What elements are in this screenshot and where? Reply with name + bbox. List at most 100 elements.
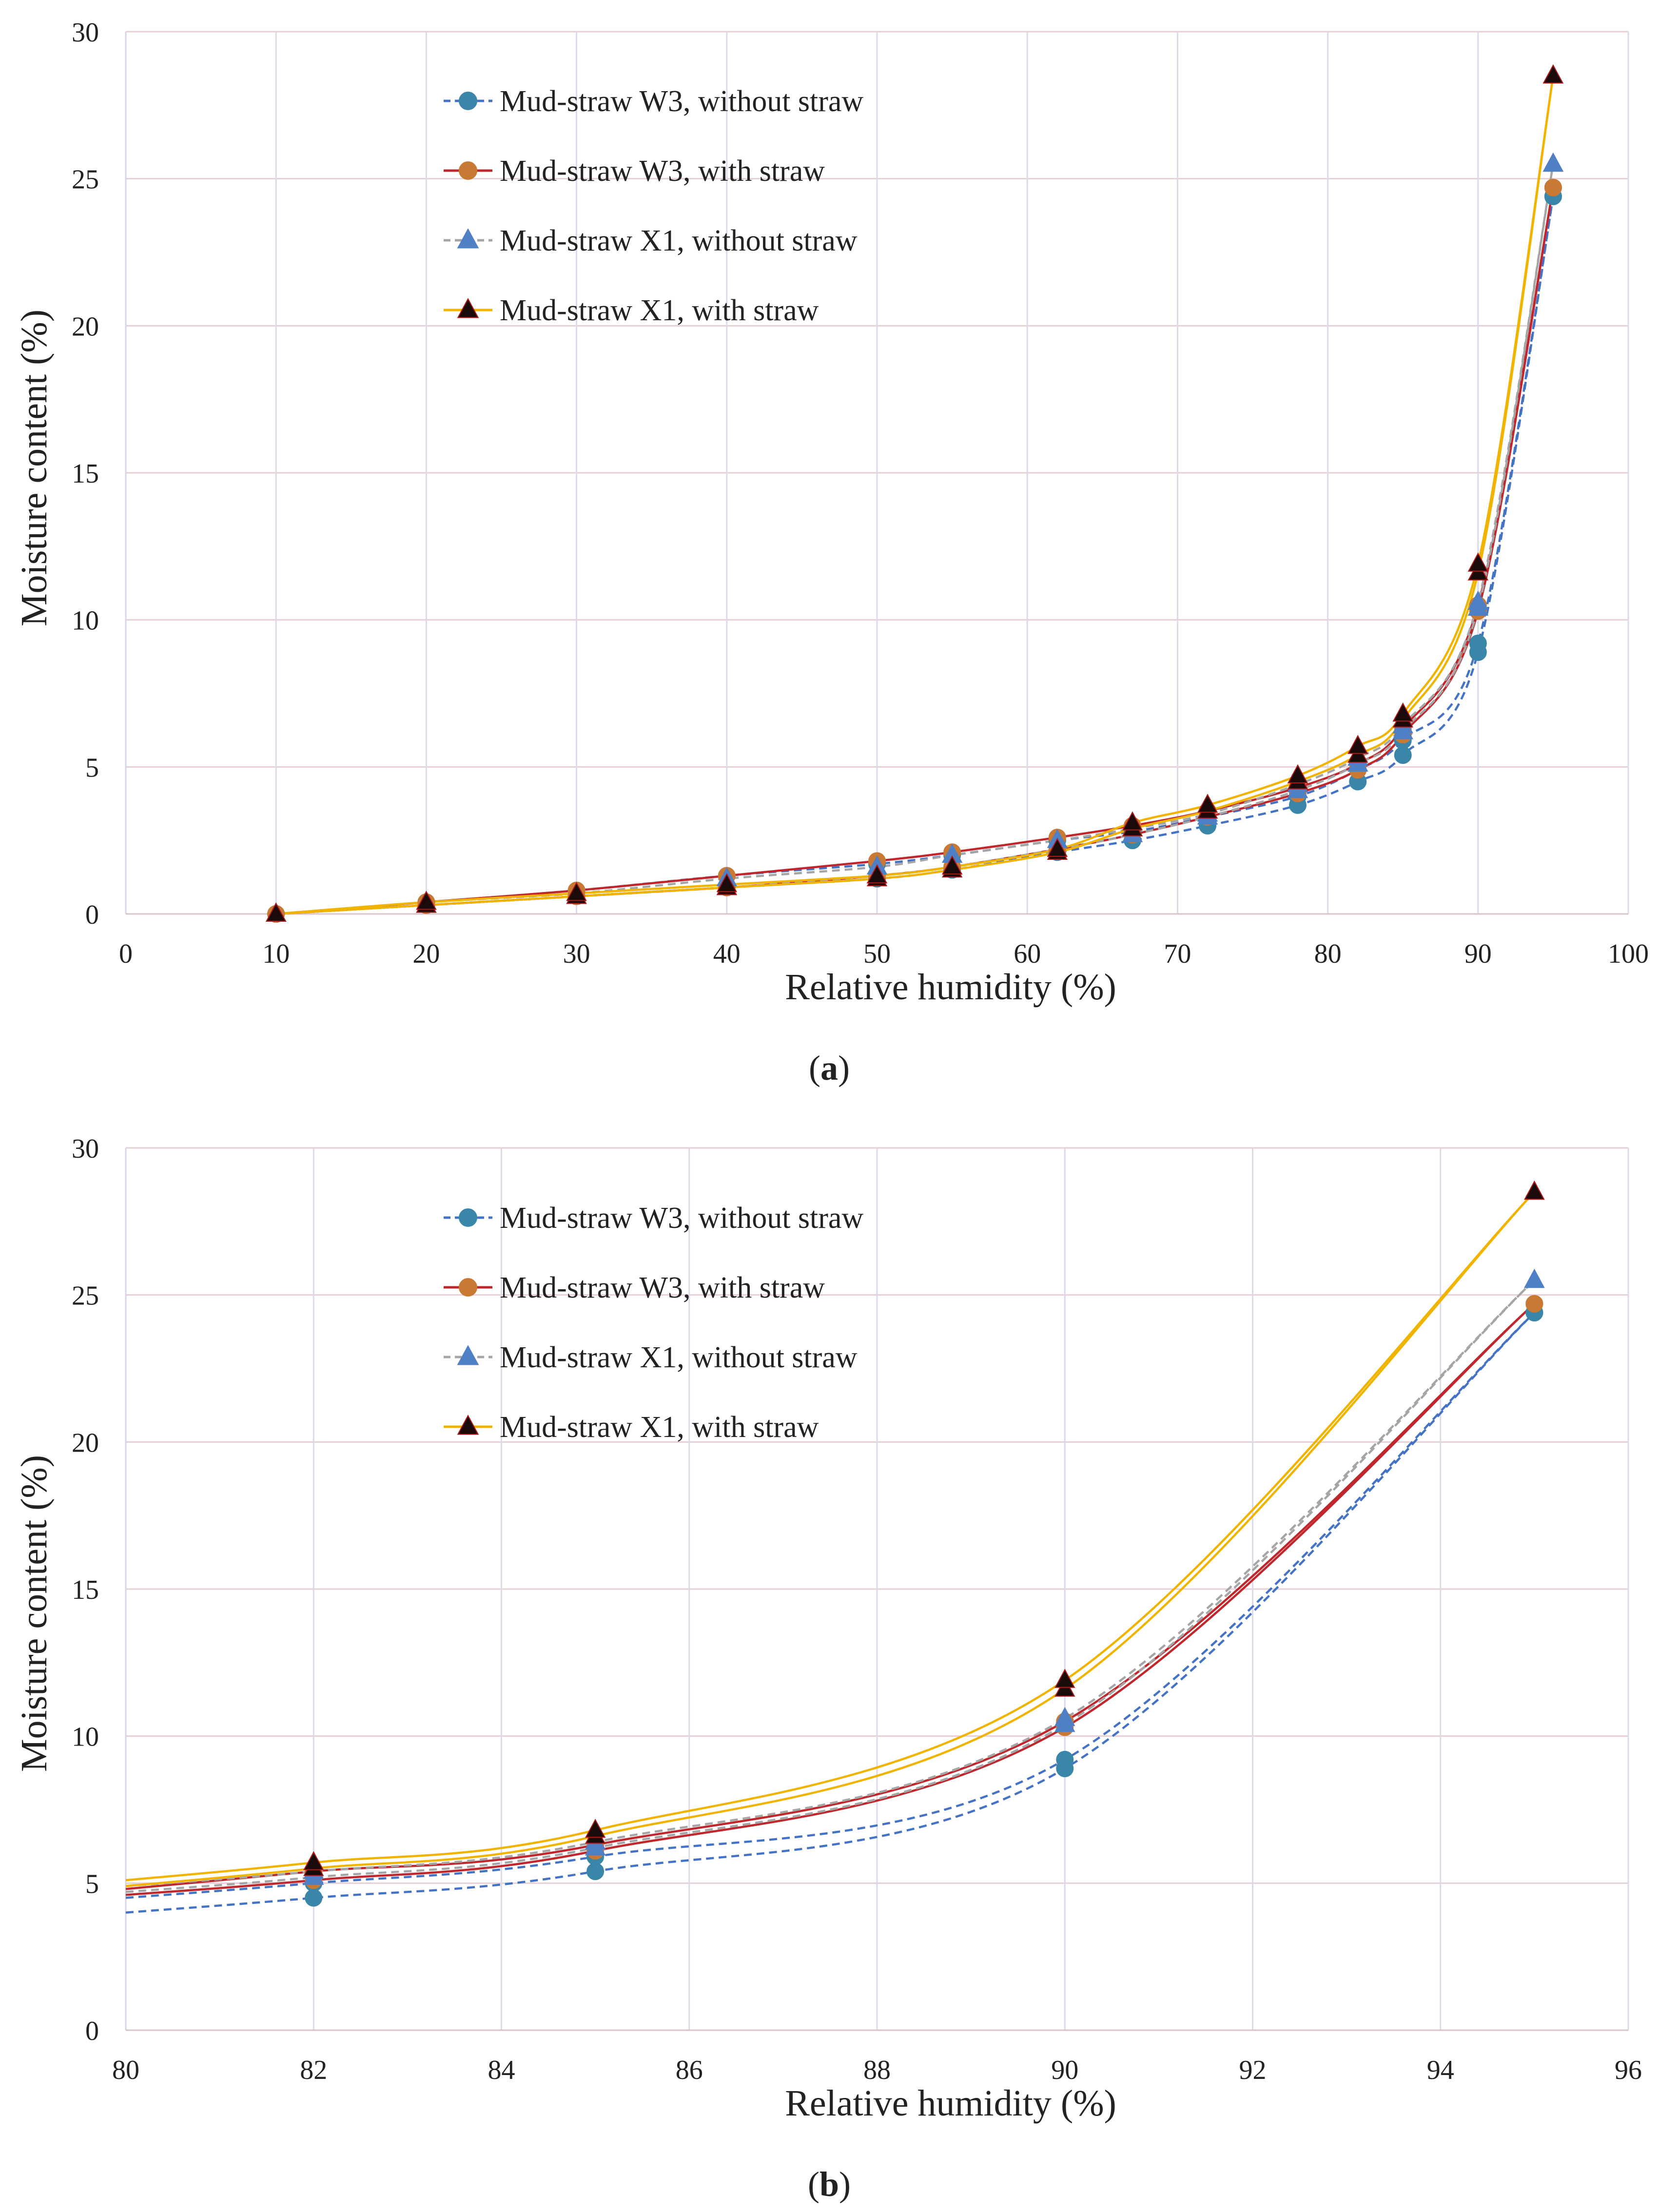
y-tick-label: 30 [72, 18, 99, 48]
series-line [276, 164, 1555, 915]
x-tick-label: 20 [412, 939, 440, 969]
panel-caption: (a) [809, 1048, 850, 1087]
panel-caption: (b) [808, 2165, 851, 2204]
data-point [1469, 634, 1487, 652]
x-tick-label: 60 [1014, 939, 1041, 969]
y-tick-label: 10 [72, 1722, 99, 1752]
data-point [303, 1851, 324, 1870]
legend-label: Mud-straw X1, with straw [500, 1411, 819, 1444]
data-point [416, 891, 437, 910]
data-point [566, 882, 587, 901]
tick-labels: 0 5 10 15 20 25 30 80 82 84 86 88 90 92 94 96 [72, 1134, 1642, 2085]
y-tick-label: 25 [72, 1281, 99, 1311]
legend-item: Mud-straw X1, with straw [444, 1411, 819, 1444]
data-point [1347, 735, 1368, 754]
legend-marker [457, 228, 479, 249]
legend-marker [459, 1208, 477, 1227]
x-tick-label: 80 [112, 2055, 139, 2085]
legend-label: Mud-straw X1, without straw [500, 1341, 858, 1374]
data-point [1542, 64, 1564, 84]
y-axis-label: Moisture content (%) [14, 310, 55, 626]
data-point [266, 902, 287, 922]
chart-panel-b: 0 5 10 15 20 25 30 80 82 84 86 88 90 92 94 96 Relative … [14, 1134, 1642, 2204]
legend: Mud-straw W3, without straw Mud-straw W3,… [444, 1202, 863, 1444]
x-tick-label: 92 [1239, 2055, 1267, 2085]
data-point [1467, 590, 1489, 610]
legend-marker [459, 1278, 477, 1297]
y-tick-label: 25 [72, 165, 99, 195]
legend-item: Mud-straw X1, with straw [444, 294, 819, 327]
x-axis-label: Relative humidity (%) [785, 2083, 1116, 2124]
data-point [866, 864, 888, 884]
data-point [1467, 552, 1489, 572]
legend-marker [459, 92, 477, 110]
y-tick-label: 0 [85, 2016, 99, 2046]
data-point [1544, 178, 1562, 196]
series-4-markers [266, 64, 1564, 922]
axes [125, 32, 1628, 915]
y-tick-label: 15 [72, 459, 99, 489]
legend-label: Mud-straw W3, without straw [500, 1202, 863, 1235]
y-tick-label: 5 [85, 753, 99, 783]
series-line [276, 196, 1555, 915]
y-tick-label: 10 [72, 606, 99, 636]
axes [125, 1148, 1628, 2031]
y-tick-label: 30 [72, 1134, 99, 1164]
x-tick-label: 30 [563, 939, 590, 969]
data-point [1056, 1750, 1074, 1768]
y-tick-label: 15 [72, 1575, 99, 1605]
series-4-markers [303, 1180, 1545, 1876]
x-axis-label: Relative humidity (%) [785, 967, 1116, 1008]
data-point [1394, 746, 1412, 764]
x-tick-label: 10 [262, 939, 290, 969]
data-point [1197, 794, 1218, 813]
legend-marker [457, 1415, 479, 1435]
x-tick-label: 96 [1615, 2055, 1642, 2085]
panel-label: b [820, 2165, 839, 2204]
legend-item: Mud-straw X1, without straw [444, 224, 858, 257]
data-point [1542, 152, 1564, 172]
x-tick-label: 94 [1427, 2055, 1454, 2085]
legend-marker [457, 1345, 479, 1365]
legend-item: Mud-straw W3, without straw [444, 85, 863, 118]
data-point [1054, 1669, 1075, 1688]
data-point [1524, 1180, 1545, 1200]
legend-marker [459, 161, 477, 180]
chart-panel-a: 0 5 10 15 20 25 30 0 10 20 30 40 50 60 70 80 90 100 Relat… [14, 18, 1649, 1087]
data-point [941, 855, 963, 875]
data-point [1054, 1707, 1075, 1727]
x-tick-label: 90 [1051, 2055, 1078, 2085]
legend-label: Mud-straw X1, without straw [500, 224, 858, 257]
y-axis-label: Moisture content (%) [14, 1455, 55, 1772]
data-point [1524, 1268, 1545, 1288]
data-point [1047, 837, 1068, 857]
panel-label: a [820, 1048, 838, 1087]
data-point [586, 1863, 605, 1881]
x-tick-label: 84 [488, 2055, 515, 2085]
legend-label: Mud-straw W3, with straw [500, 1271, 825, 1304]
data-point [1525, 1295, 1543, 1313]
data-series [266, 64, 1564, 923]
grid-lines [126, 1147, 1629, 2030]
legend-item: Mud-straw W3, with straw [444, 1271, 825, 1304]
legend-item: Mud-straw W3, without straw [444, 1202, 863, 1235]
legend-marker [457, 298, 479, 318]
data-series [125, 1180, 1545, 1914]
y-tick-label: 20 [72, 1428, 99, 1458]
legend-label: Mud-straw W3, with straw [500, 155, 825, 188]
x-tick-label: 82 [300, 2055, 327, 2085]
x-tick-label: 70 [1164, 939, 1191, 969]
x-tick-label: 90 [1464, 939, 1492, 969]
x-tick-label: 100 [1608, 939, 1649, 969]
legend-label: Mud-straw X1, with straw [500, 294, 819, 327]
legend: Mud-straw W3, without straw Mud-straw W3,… [444, 85, 863, 327]
legend-item: Mud-straw X1, without straw [444, 1341, 858, 1374]
y-tick-label: 5 [85, 1869, 99, 1899]
data-point [1122, 811, 1143, 831]
y-tick-label: 20 [72, 311, 99, 342]
x-tick-label: 80 [1314, 939, 1342, 969]
data-point [1287, 764, 1308, 784]
data-point [305, 1889, 323, 1907]
